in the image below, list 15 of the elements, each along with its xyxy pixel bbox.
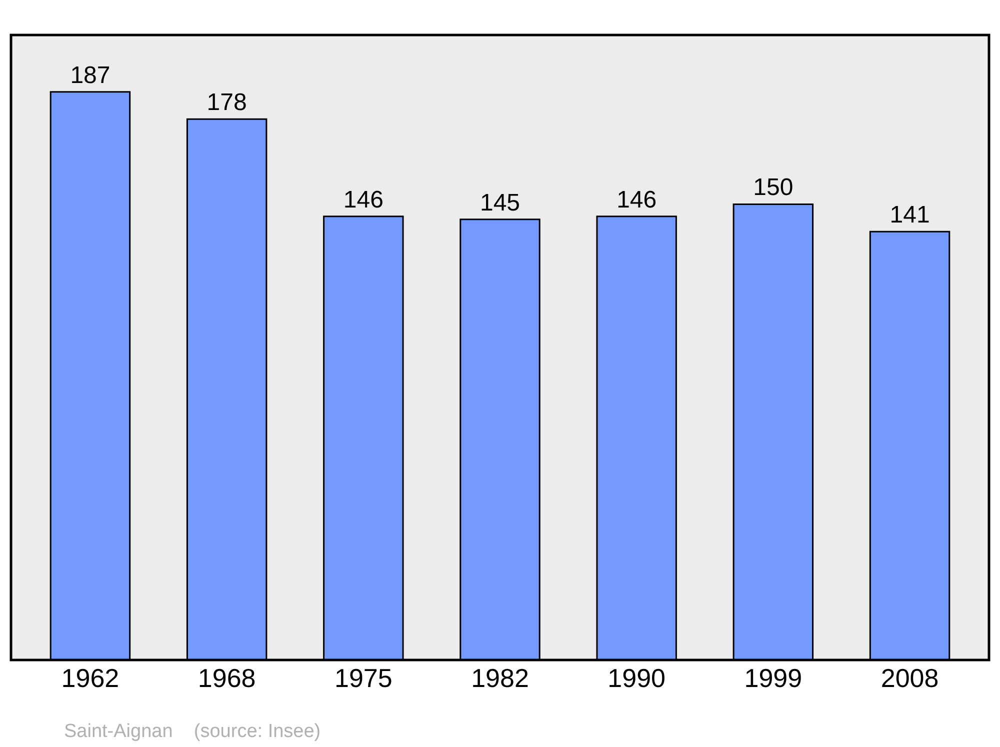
data-label: 150	[753, 174, 794, 202]
data-label: 146	[616, 186, 657, 214]
x-tick-label: 1999	[744, 663, 802, 693]
data-label: 178	[206, 89, 247, 116]
x-tick-label: 2008	[880, 663, 939, 693]
data-label: 146	[343, 186, 384, 214]
x-tick-label: 1975	[334, 663, 392, 693]
text: Saint-Aignan (source: Insee)	[64, 721, 321, 742]
x-tick-label: 1968	[198, 663, 256, 693]
data-label: 145	[480, 189, 520, 216]
x-tick-label: 1962	[61, 663, 120, 693]
data-label: 187	[70, 62, 110, 89]
data-label: 141	[890, 202, 930, 229]
x-tick-label: 1990	[608, 663, 666, 693]
x-tick-label: 1982	[471, 663, 529, 693]
